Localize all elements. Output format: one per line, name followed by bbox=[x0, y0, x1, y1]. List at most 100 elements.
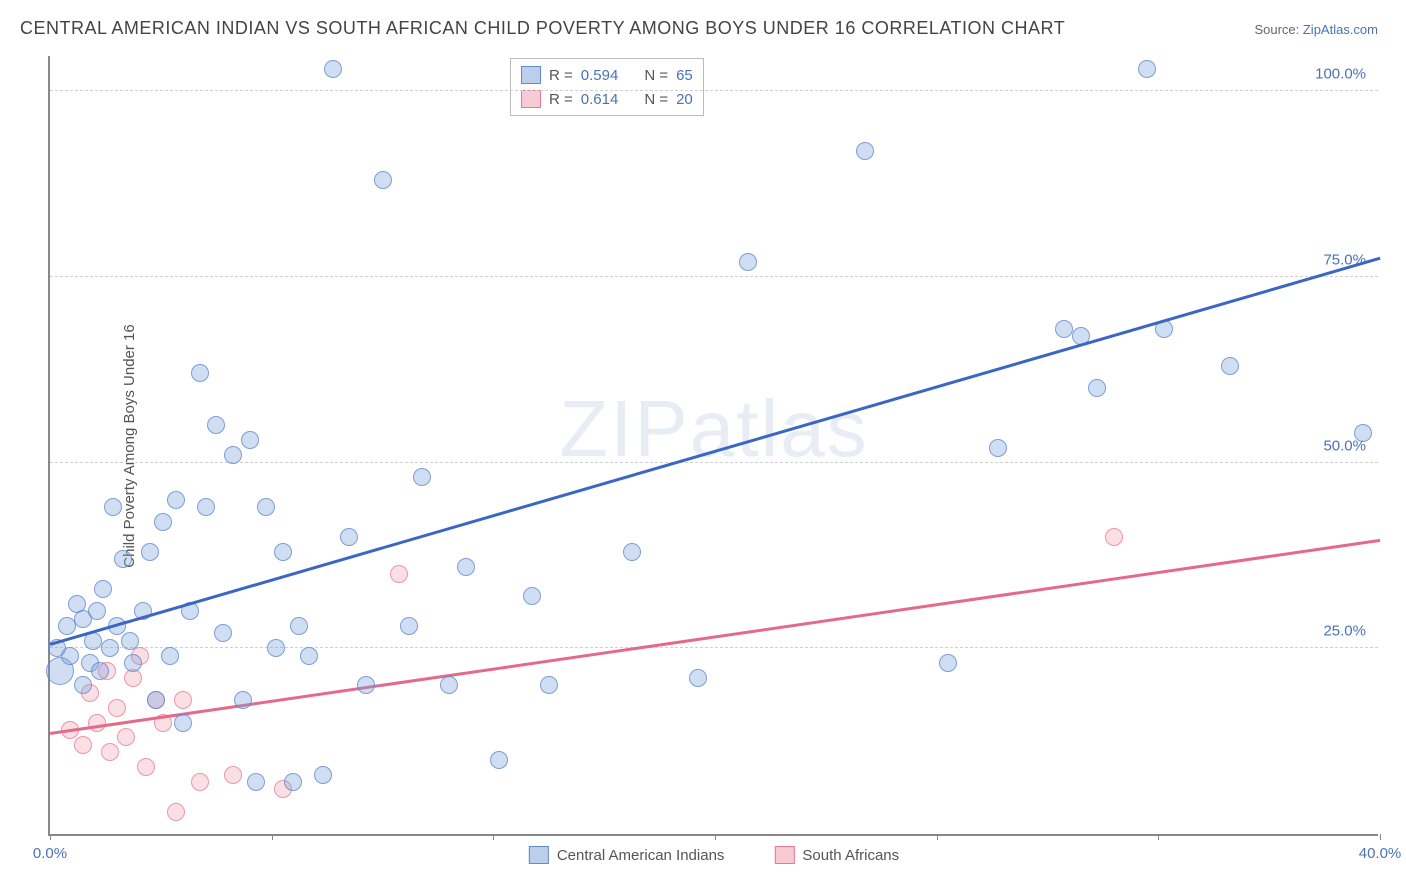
data-point bbox=[224, 766, 242, 784]
gridline-h bbox=[50, 647, 1378, 648]
legend-correlation-box: R = 0.594 N = 65 R = 0.614 N = 20 bbox=[510, 58, 704, 116]
data-point bbox=[1354, 424, 1372, 442]
xtick-label: 40.0% bbox=[1359, 845, 1402, 862]
data-point bbox=[314, 766, 332, 784]
n-label: N = bbox=[644, 67, 668, 84]
legend-row-blue: R = 0.594 N = 65 bbox=[521, 63, 693, 87]
xtick-label: 0.0% bbox=[33, 845, 67, 862]
data-point bbox=[247, 773, 265, 791]
data-point bbox=[141, 543, 159, 561]
xtick-mark bbox=[493, 834, 494, 840]
data-point bbox=[267, 639, 285, 657]
data-point bbox=[340, 528, 358, 546]
r-value-pink: 0.614 bbox=[581, 91, 619, 108]
data-point bbox=[101, 639, 119, 657]
data-point bbox=[91, 662, 109, 680]
plot-area: ZIPatlas R = 0.594 N = 65 R = 0.614 N = … bbox=[48, 56, 1378, 836]
data-point bbox=[108, 699, 126, 717]
data-point bbox=[739, 253, 757, 271]
data-point bbox=[1221, 357, 1239, 375]
swatch-pink bbox=[521, 90, 541, 108]
chart-container: CENTRAL AMERICAN INDIAN VS SOUTH AFRICAN… bbox=[0, 0, 1406, 892]
r-label: R = bbox=[549, 91, 573, 108]
data-point bbox=[74, 736, 92, 754]
xtick-mark bbox=[1380, 834, 1381, 840]
data-point bbox=[147, 691, 165, 709]
data-point bbox=[104, 498, 122, 516]
ytick-label: 25.0% bbox=[1323, 623, 1366, 640]
data-point bbox=[490, 751, 508, 769]
n-label: N = bbox=[644, 91, 668, 108]
data-point bbox=[390, 565, 408, 583]
ytick-label: 100.0% bbox=[1315, 66, 1366, 83]
data-point bbox=[1138, 60, 1156, 78]
data-point bbox=[161, 647, 179, 665]
data-point bbox=[523, 587, 541, 605]
data-point bbox=[1055, 320, 1073, 338]
data-point bbox=[413, 468, 431, 486]
data-point bbox=[234, 691, 252, 709]
trend-line bbox=[50, 257, 1381, 646]
legend-series: Central American Indians South Africans bbox=[529, 846, 899, 864]
data-point bbox=[540, 676, 558, 694]
legend-label-pink: South Africans bbox=[802, 847, 899, 864]
data-point bbox=[400, 617, 418, 635]
data-point bbox=[137, 758, 155, 776]
data-point bbox=[1088, 379, 1106, 397]
chart-title: CENTRAL AMERICAN INDIAN VS SOUTH AFRICAN… bbox=[20, 18, 1065, 39]
xtick-mark bbox=[50, 834, 51, 840]
data-point bbox=[117, 728, 135, 746]
data-point bbox=[989, 439, 1007, 457]
source-attribution: Source: ZipAtlas.com bbox=[1254, 22, 1378, 37]
data-point bbox=[1105, 528, 1123, 546]
data-point bbox=[290, 617, 308, 635]
data-point bbox=[224, 446, 242, 464]
data-point bbox=[88, 602, 106, 620]
data-point bbox=[440, 676, 458, 694]
xtick-mark bbox=[1158, 834, 1159, 840]
gridline-h bbox=[50, 90, 1378, 91]
data-point bbox=[101, 743, 119, 761]
data-point bbox=[300, 647, 318, 665]
n-value-pink: 20 bbox=[676, 91, 693, 108]
data-point bbox=[457, 558, 475, 576]
data-point bbox=[856, 142, 874, 160]
data-point bbox=[623, 543, 641, 561]
xtick-mark bbox=[937, 834, 938, 840]
data-point bbox=[689, 669, 707, 687]
data-point bbox=[121, 632, 139, 650]
data-point bbox=[94, 580, 112, 598]
data-point bbox=[257, 498, 275, 516]
data-point bbox=[154, 513, 172, 531]
gridline-h bbox=[50, 276, 1378, 277]
xtick-mark bbox=[272, 834, 273, 840]
data-point bbox=[241, 431, 259, 449]
data-point bbox=[88, 714, 106, 732]
data-point bbox=[167, 491, 185, 509]
data-point bbox=[197, 498, 215, 516]
swatch-pink bbox=[774, 846, 794, 864]
n-value-blue: 65 bbox=[676, 67, 693, 84]
r-value-blue: 0.594 bbox=[581, 67, 619, 84]
legend-item-pink: South Africans bbox=[774, 846, 899, 864]
data-point bbox=[357, 676, 375, 694]
data-point bbox=[284, 773, 302, 791]
data-point bbox=[174, 691, 192, 709]
data-point bbox=[191, 364, 209, 382]
data-point bbox=[939, 654, 957, 672]
data-point bbox=[324, 60, 342, 78]
data-point bbox=[167, 803, 185, 821]
source-prefix: Source: bbox=[1254, 22, 1302, 37]
data-point bbox=[214, 624, 232, 642]
data-point bbox=[274, 543, 292, 561]
gridline-h bbox=[50, 462, 1378, 463]
legend-label-blue: Central American Indians bbox=[557, 847, 725, 864]
swatch-blue bbox=[529, 846, 549, 864]
legend-item-blue: Central American Indians bbox=[529, 846, 725, 864]
source-link[interactable]: ZipAtlas.com bbox=[1303, 22, 1378, 37]
data-point bbox=[74, 676, 92, 694]
data-point bbox=[207, 416, 225, 434]
swatch-blue bbox=[521, 66, 541, 84]
data-point bbox=[58, 617, 76, 635]
data-point bbox=[374, 171, 392, 189]
